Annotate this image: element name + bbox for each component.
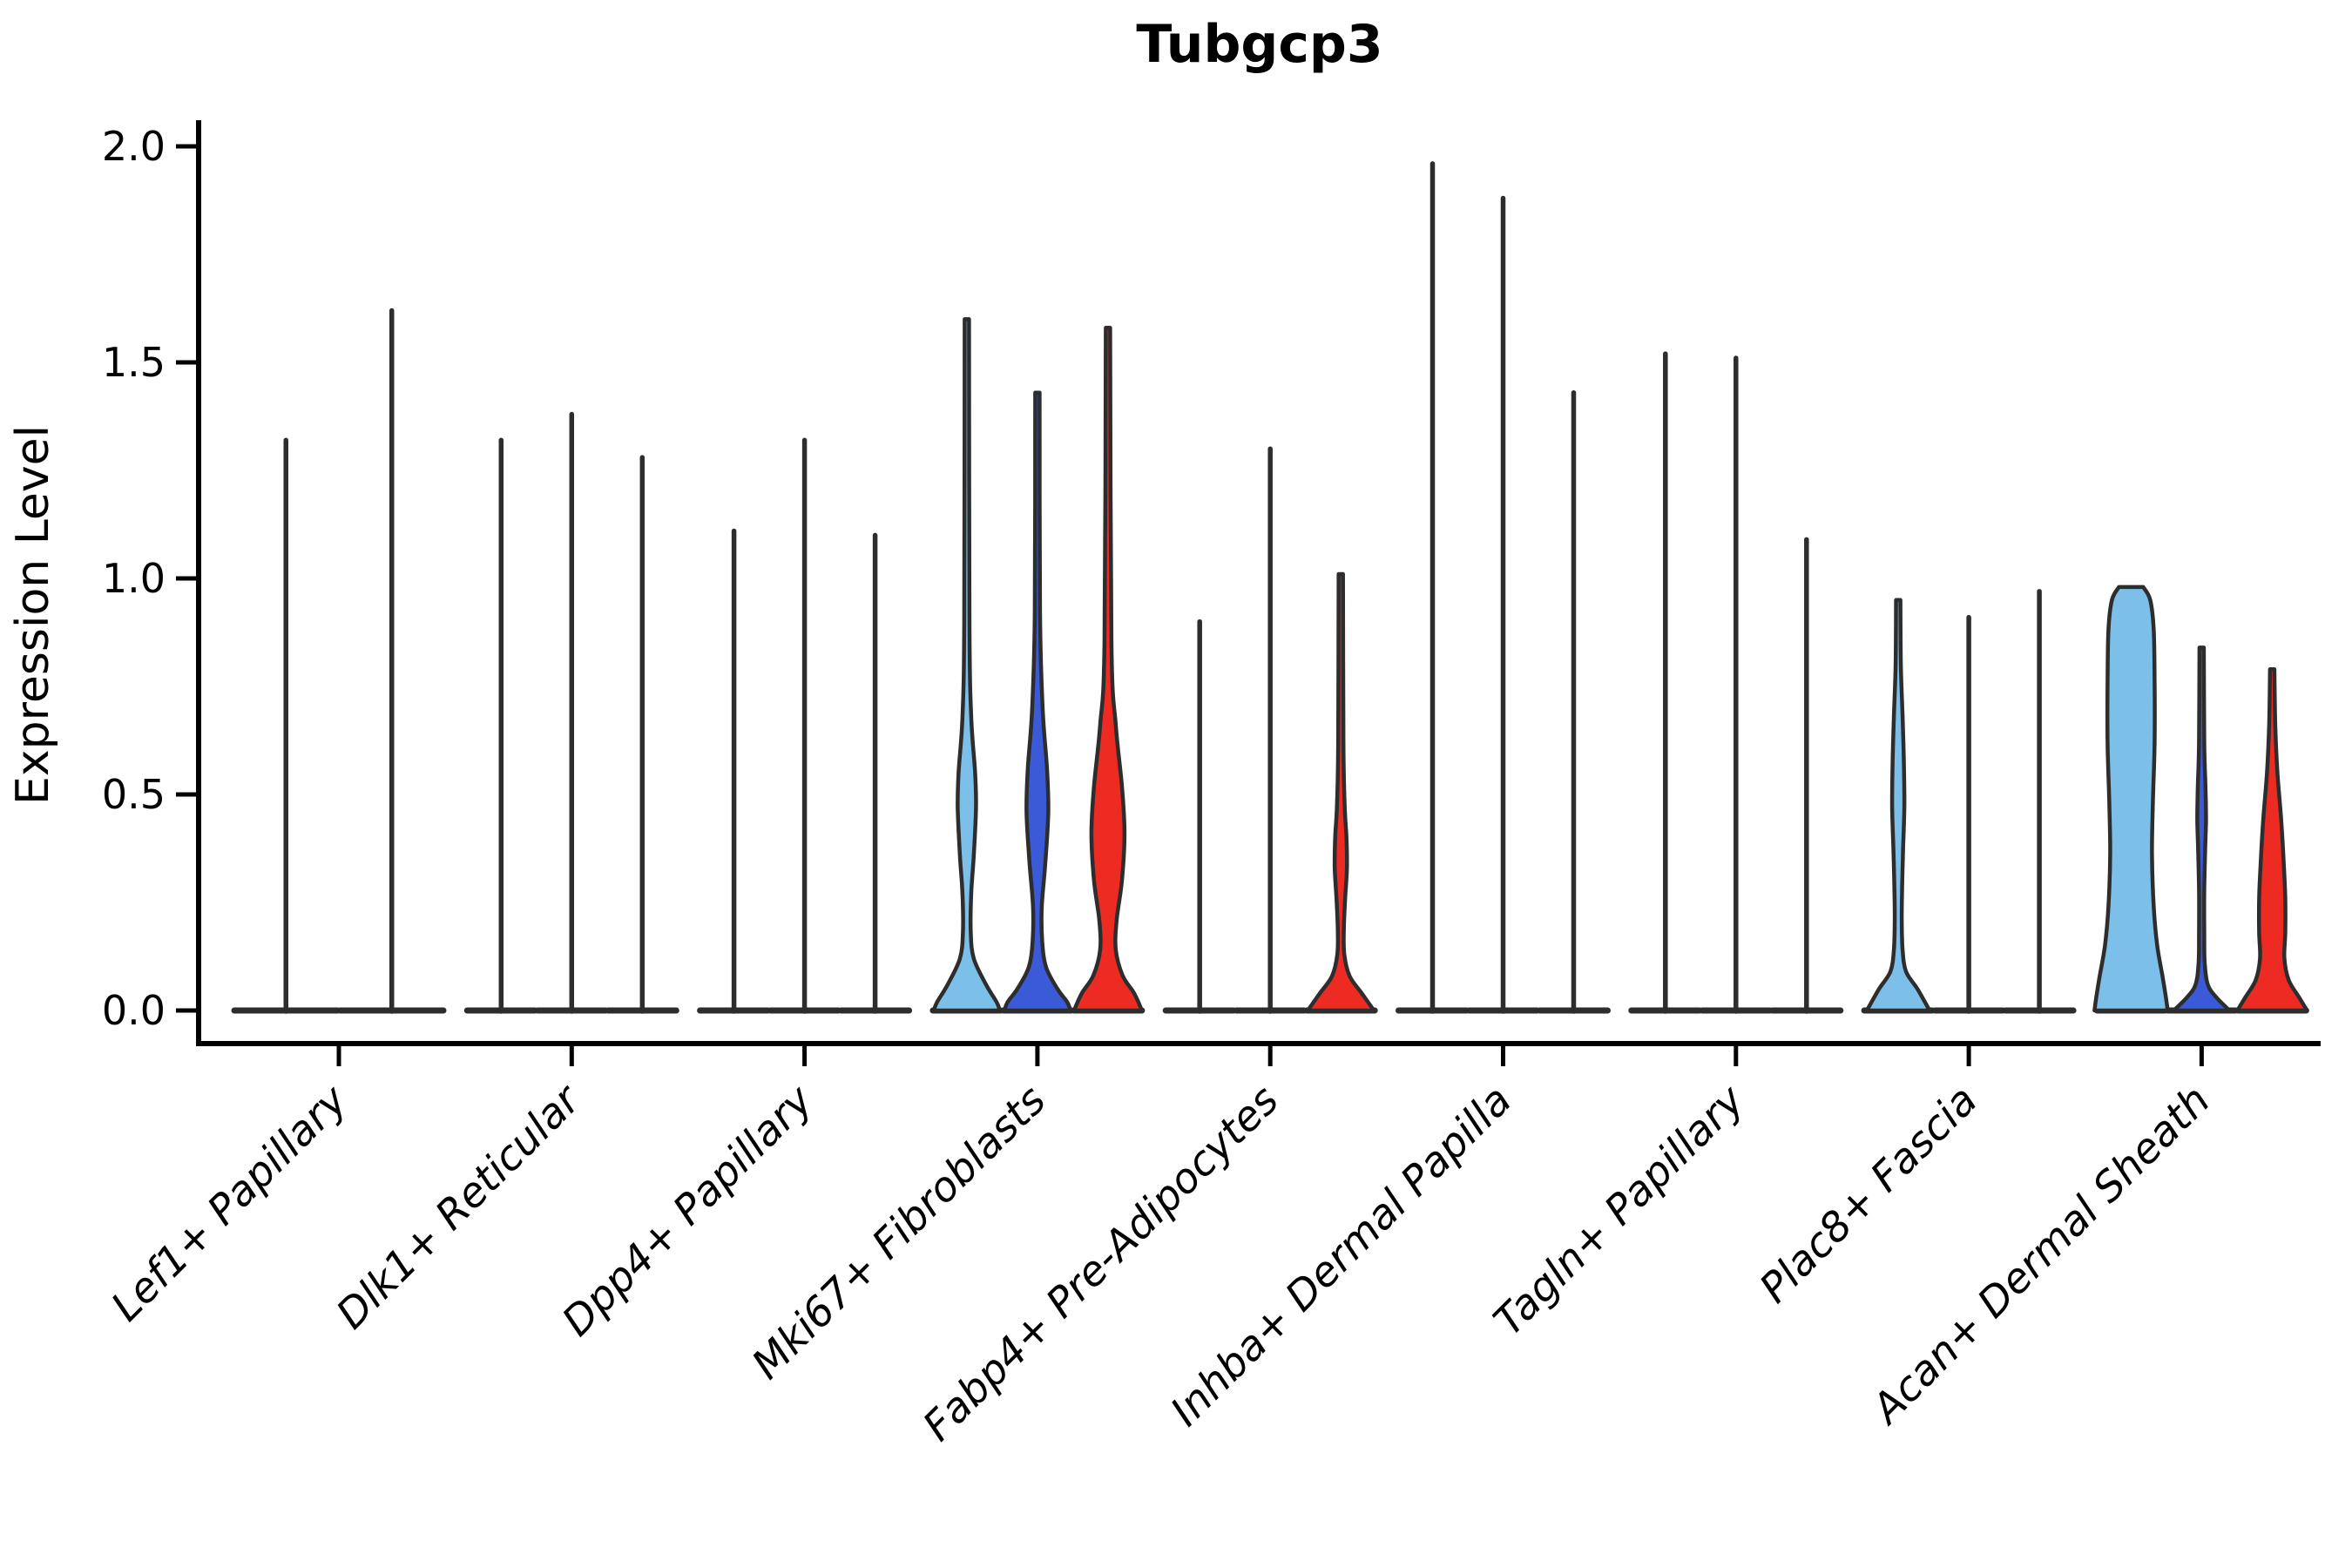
x-tick-label: Tagln+ Papillary [1485, 1076, 1755, 1346]
y-tick-label: 0.0 [102, 987, 166, 1034]
violin [2092, 585, 2170, 1013]
x-tick-label: Dlk1+ Reticular [328, 1075, 591, 1339]
violin [1071, 326, 1145, 1013]
violin [1002, 390, 1073, 1013]
x-tick-label: Lef1+ Papillary [102, 1076, 357, 1331]
violin [1305, 571, 1376, 1013]
violin [1864, 598, 1932, 1013]
y-tick-label: 1.5 [102, 339, 166, 386]
x-tick-label: Plac8+ Fascia [1751, 1077, 1987, 1313]
y-tick-label: 1.0 [102, 555, 166, 602]
x-tick-label: Dpp4+ Papillary [553, 1076, 823, 1346]
violin [2235, 666, 2309, 1013]
violin [931, 317, 1003, 1013]
chart-title: Tubgcp3 [1136, 14, 1383, 75]
y-tick-label: 2.0 [102, 123, 166, 170]
violin [2172, 645, 2232, 1013]
y-tick-label: 0.5 [102, 771, 166, 818]
